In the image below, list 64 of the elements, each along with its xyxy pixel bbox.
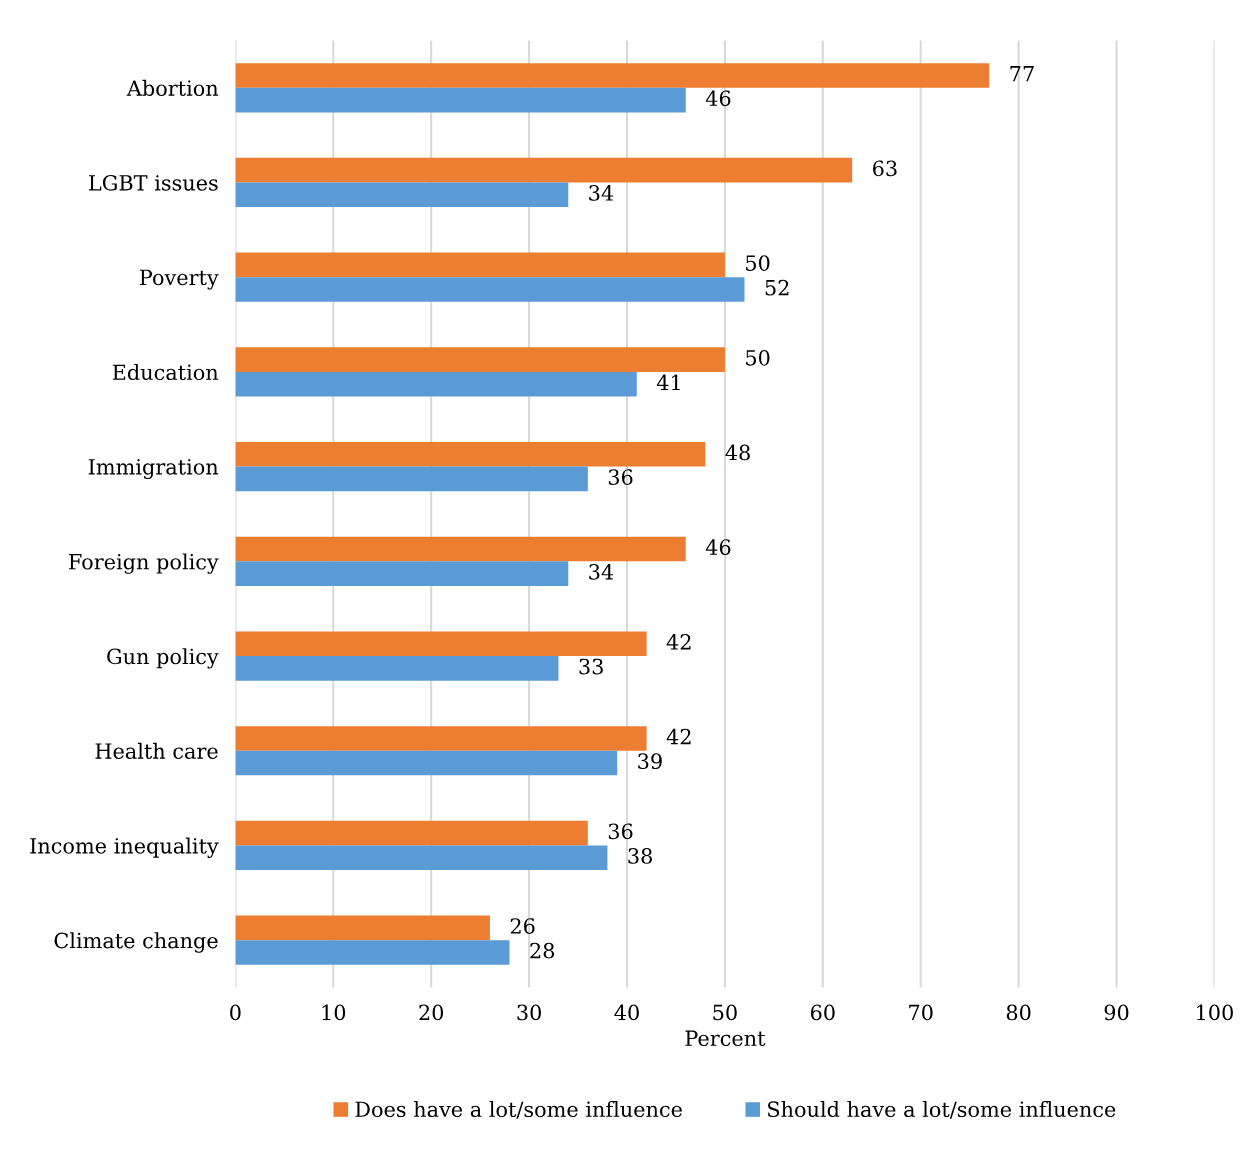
- y-tick-label: Poverty: [139, 269, 219, 290]
- y-tick-label: Education: [112, 363, 219, 381]
- data-label: 52: [765, 279, 789, 296]
- data-label: 34: [589, 563, 614, 580]
- x-axis-title: Percent: [685, 1030, 766, 1047]
- y-tick-label: Abortion: [126, 79, 219, 96]
- legend-label: Should have a lot/some influence: [768, 1100, 1116, 1119]
- x-tick-label: 80: [1006, 1004, 1031, 1021]
- data-label: 50: [746, 349, 770, 366]
- x-tick-label: 60: [810, 1004, 835, 1021]
- data-label: 28: [530, 942, 555, 959]
- data-label: 63: [873, 160, 897, 177]
- x-tick-label: 10: [322, 1004, 346, 1021]
- bar: [235, 63, 990, 88]
- y-tick-label: Climate change: [54, 932, 218, 953]
- data-label: 38: [628, 848, 652, 864]
- bar: [235, 820, 588, 846]
- bar: [235, 726, 647, 751]
- data-label: 36: [608, 469, 633, 485]
- x-tick-label: 20: [419, 1004, 444, 1021]
- bar: [235, 940, 510, 965]
- bar: [235, 915, 490, 941]
- data-label: 77: [1010, 66, 1034, 82]
- bar: [235, 87, 686, 113]
- data-label: 50: [746, 255, 770, 271]
- y-tick-label: Gun policy: [107, 648, 219, 669]
- x-tick-label: 30: [517, 1004, 541, 1021]
- bar: [235, 371, 637, 397]
- data-label: 34: [589, 185, 614, 201]
- y-tick-label: Income inequality: [30, 837, 219, 858]
- x-tick-label: 50: [713, 1004, 737, 1021]
- bar: [235, 750, 618, 776]
- x-tick-label: 90: [1104, 1004, 1129, 1021]
- y-tick-label: Immigration: [88, 459, 219, 480]
- data-label: 26: [510, 918, 535, 934]
- data-label: 36: [608, 823, 633, 840]
- bar: [235, 347, 725, 372]
- data-label: 46: [705, 90, 731, 107]
- data-label: 48: [725, 444, 750, 461]
- y-tick-label: Health care: [95, 742, 218, 759]
- data-label: 41: [656, 374, 680, 390]
- x-tick-label: 100: [1197, 1004, 1233, 1021]
- data-label: 39: [638, 753, 662, 770]
- y-tick-label: LGBT issues: [89, 174, 218, 191]
- x-tick-label: 40: [614, 1004, 639, 1021]
- bar: [235, 631, 647, 657]
- bar: [235, 466, 588, 492]
- bar: [235, 252, 725, 278]
- bar: [235, 536, 686, 562]
- bar: [235, 182, 569, 208]
- y-tick-label: Foreign policy: [69, 553, 219, 574]
- data-label: 33: [579, 658, 603, 675]
- bar: [235, 656, 559, 681]
- bar: [235, 277, 745, 302]
- data-label: 42: [666, 634, 691, 650]
- data-label: 42: [666, 728, 691, 745]
- bar: [235, 845, 608, 871]
- bar: [235, 157, 853, 183]
- data-label: 46: [705, 539, 731, 556]
- bar: [235, 561, 569, 586]
- x-tick-label: 70: [909, 1004, 933, 1021]
- bar: [235, 442, 706, 467]
- x-tick-label: 0: [230, 1004, 241, 1021]
- legend-label: Does have a lot/some influence: [355, 1100, 682, 1119]
